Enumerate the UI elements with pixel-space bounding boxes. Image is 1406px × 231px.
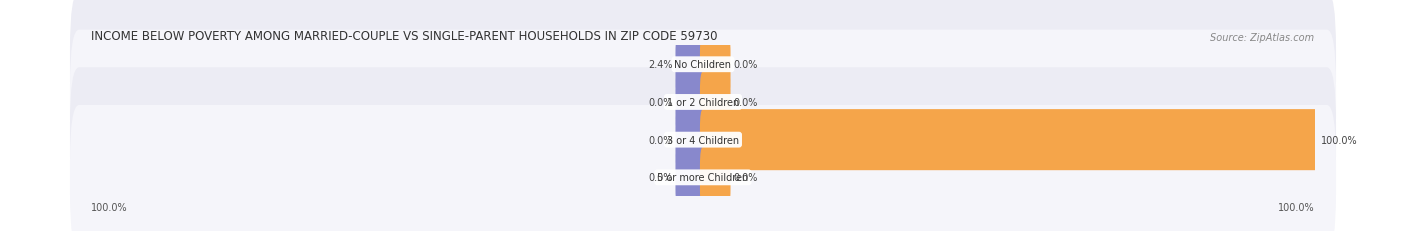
FancyBboxPatch shape — [70, 30, 1336, 175]
Text: 100.0%: 100.0% — [1320, 135, 1357, 145]
Text: 0.0%: 0.0% — [734, 60, 758, 70]
FancyBboxPatch shape — [700, 72, 731, 133]
FancyBboxPatch shape — [700, 35, 731, 95]
Text: 0.0%: 0.0% — [648, 97, 672, 107]
Text: 1 or 2 Children: 1 or 2 Children — [666, 97, 740, 107]
Text: 3 or 4 Children: 3 or 4 Children — [666, 135, 740, 145]
FancyBboxPatch shape — [700, 110, 1317, 170]
FancyBboxPatch shape — [675, 72, 706, 133]
Text: 100.0%: 100.0% — [1278, 202, 1315, 212]
FancyBboxPatch shape — [675, 35, 706, 95]
Text: 2.4%: 2.4% — [648, 60, 672, 70]
FancyBboxPatch shape — [700, 147, 731, 208]
Text: Source: ZipAtlas.com: Source: ZipAtlas.com — [1211, 33, 1315, 43]
FancyBboxPatch shape — [675, 147, 706, 208]
FancyBboxPatch shape — [70, 106, 1336, 231]
Text: No Children: No Children — [675, 60, 731, 70]
Text: 0.0%: 0.0% — [734, 97, 758, 107]
Text: INCOME BELOW POVERTY AMONG MARRIED-COUPLE VS SINGLE-PARENT HOUSEHOLDS IN ZIP COD: INCOME BELOW POVERTY AMONG MARRIED-COUPL… — [91, 30, 718, 43]
Text: 5 or more Children: 5 or more Children — [658, 173, 748, 182]
Text: 0.0%: 0.0% — [734, 173, 758, 182]
Text: 100.0%: 100.0% — [91, 202, 128, 212]
FancyBboxPatch shape — [70, 0, 1336, 137]
Text: 0.0%: 0.0% — [648, 173, 672, 182]
FancyBboxPatch shape — [70, 68, 1336, 212]
Text: 0.0%: 0.0% — [648, 135, 672, 145]
FancyBboxPatch shape — [675, 110, 706, 170]
